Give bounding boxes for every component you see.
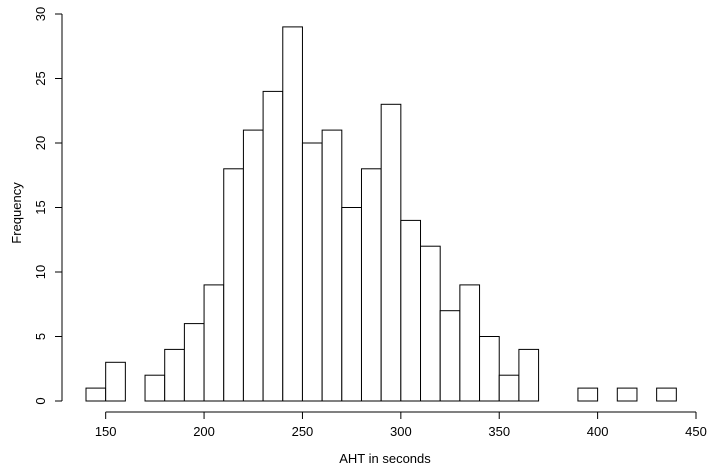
- y-tick-label: 0: [33, 397, 48, 404]
- histogram-bar: [282, 26, 303, 402]
- x-tick-label: 350: [488, 424, 510, 439]
- x-tick-label: 150: [95, 424, 117, 439]
- x-tick-label: 450: [685, 424, 707, 439]
- x-tick-label: 200: [193, 424, 215, 439]
- histogram-bar: [518, 348, 540, 402]
- histogram-bar: [85, 387, 107, 402]
- y-axis: 0 5 10 15 20 25 30: [33, 7, 63, 405]
- histogram-bar: [183, 323, 205, 402]
- histogram-bar: [341, 207, 362, 402]
- histogram-bar: [242, 129, 264, 402]
- histogram-bar: [262, 90, 284, 402]
- histogram-bar: [400, 219, 422, 402]
- y-tick-label: 20: [33, 136, 48, 150]
- histogram-bar: [223, 168, 244, 402]
- x-tick-label: 300: [390, 424, 412, 439]
- y-tick-label: 15: [33, 200, 48, 214]
- y-tick-label: 10: [33, 265, 48, 279]
- histogram-bar: [380, 103, 402, 402]
- histogram-bar: [420, 245, 441, 402]
- x-axis-title: AHT in seconds: [339, 451, 431, 466]
- y-tick-label: 5: [33, 333, 48, 340]
- x-tick-label: 250: [292, 424, 314, 439]
- histogram-bar: [164, 348, 185, 402]
- histogram-bar: [301, 142, 323, 402]
- histogram-bar: [577, 387, 599, 402]
- histogram-bar: [459, 284, 481, 402]
- histogram-bar: [439, 310, 461, 402]
- histogram-bar: [321, 129, 343, 402]
- histogram-bars: [85, 26, 677, 402]
- histogram-bar: [616, 387, 638, 402]
- histogram-bar: [203, 284, 225, 402]
- y-tick-label: 25: [33, 71, 48, 85]
- histogram-bar: [656, 387, 677, 402]
- y-tick-label: 30: [33, 7, 48, 21]
- histogram-bar: [105, 361, 126, 402]
- y-axis-title: Frequency: [9, 182, 24, 244]
- x-tick-label: 400: [587, 424, 609, 439]
- x-axis: 150 200 250 300 350 400 450: [95, 411, 707, 439]
- histogram-bar: [498, 374, 520, 402]
- histogram-bar: [144, 374, 166, 402]
- histogram-bar: [479, 336, 500, 402]
- histogram-bar: [360, 168, 382, 402]
